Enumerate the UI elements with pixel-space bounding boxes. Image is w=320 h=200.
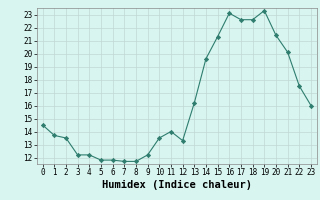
X-axis label: Humidex (Indice chaleur): Humidex (Indice chaleur) [102,180,252,190]
